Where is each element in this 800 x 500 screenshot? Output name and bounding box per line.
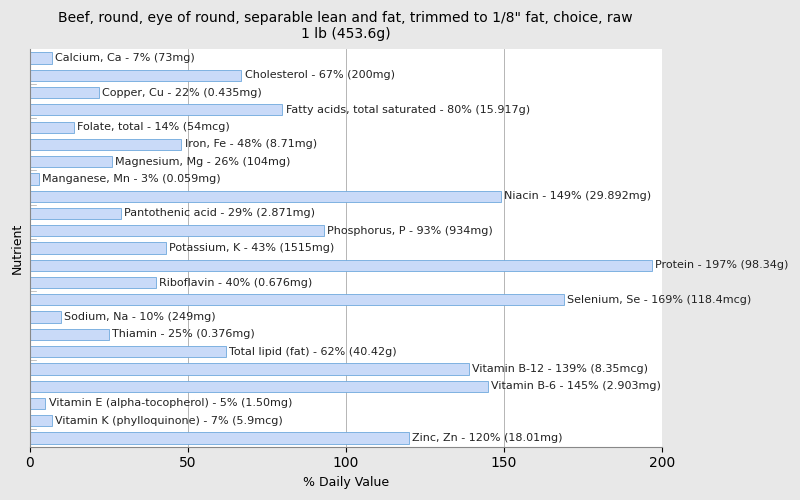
Title: Beef, round, eye of round, separable lean and fat, trimmed to 1/8" fat, choice, : Beef, round, eye of round, separable lea… xyxy=(58,11,633,42)
Text: Pantothenic acid - 29% (2.871mg): Pantothenic acid - 29% (2.871mg) xyxy=(125,208,315,218)
Text: Iron, Fe - 48% (8.71mg): Iron, Fe - 48% (8.71mg) xyxy=(185,140,317,149)
Text: Sodium, Na - 10% (249mg): Sodium, Na - 10% (249mg) xyxy=(65,312,216,322)
Bar xyxy=(30,328,109,340)
Bar xyxy=(30,242,166,254)
Bar xyxy=(30,312,62,322)
Text: Manganese, Mn - 3% (0.059mg): Manganese, Mn - 3% (0.059mg) xyxy=(42,174,221,184)
Text: Magnesium, Mg - 26% (104mg): Magnesium, Mg - 26% (104mg) xyxy=(115,156,290,166)
Text: Total lipid (fat) - 62% (40.42g): Total lipid (fat) - 62% (40.42g) xyxy=(229,346,396,356)
Bar xyxy=(30,87,99,98)
Text: Vitamin B-6 - 145% (2.903mg): Vitamin B-6 - 145% (2.903mg) xyxy=(491,381,661,391)
Text: Folate, total - 14% (54mcg): Folate, total - 14% (54mcg) xyxy=(77,122,230,132)
Text: Niacin - 149% (29.892mg): Niacin - 149% (29.892mg) xyxy=(504,191,651,201)
Text: Vitamin E (alpha-tocopherol) - 5% (1.50mg): Vitamin E (alpha-tocopherol) - 5% (1.50m… xyxy=(49,398,292,408)
Bar xyxy=(30,277,156,288)
Text: Thiamin - 25% (0.376mg): Thiamin - 25% (0.376mg) xyxy=(112,330,254,340)
Bar xyxy=(30,294,564,306)
Y-axis label: Nutrient: Nutrient xyxy=(11,222,24,274)
Bar xyxy=(30,208,122,219)
Bar xyxy=(30,398,46,409)
Bar xyxy=(30,70,242,81)
Bar xyxy=(30,432,409,444)
Text: Vitamin B-12 - 139% (8.35mcg): Vitamin B-12 - 139% (8.35mcg) xyxy=(472,364,648,374)
Text: Calcium, Ca - 7% (73mg): Calcium, Ca - 7% (73mg) xyxy=(55,53,194,63)
Text: Protein - 197% (98.34g): Protein - 197% (98.34g) xyxy=(655,260,789,270)
Bar xyxy=(30,156,112,168)
Text: Vitamin K (phylloquinone) - 7% (5.9mcg): Vitamin K (phylloquinone) - 7% (5.9mcg) xyxy=(55,416,282,426)
Text: Copper, Cu - 22% (0.435mg): Copper, Cu - 22% (0.435mg) xyxy=(102,88,262,98)
Bar xyxy=(30,364,469,374)
Bar xyxy=(30,52,52,64)
Text: Phosphorus, P - 93% (934mg): Phosphorus, P - 93% (934mg) xyxy=(326,226,493,235)
Text: Cholesterol - 67% (200mg): Cholesterol - 67% (200mg) xyxy=(245,70,394,81)
Bar xyxy=(30,260,652,271)
Text: Potassium, K - 43% (1515mg): Potassium, K - 43% (1515mg) xyxy=(169,243,334,253)
Bar xyxy=(30,225,323,236)
Bar xyxy=(30,174,39,184)
Bar xyxy=(30,122,74,132)
Text: Riboflavin - 40% (0.676mg): Riboflavin - 40% (0.676mg) xyxy=(159,278,313,287)
Bar xyxy=(30,415,52,426)
Bar xyxy=(30,139,182,150)
Text: Zinc, Zn - 120% (18.01mg): Zinc, Zn - 120% (18.01mg) xyxy=(412,433,562,443)
Bar xyxy=(30,346,226,357)
X-axis label: % Daily Value: % Daily Value xyxy=(302,476,389,489)
Bar xyxy=(30,190,501,202)
Bar xyxy=(30,380,488,392)
Text: Fatty acids, total saturated - 80% (15.917g): Fatty acids, total saturated - 80% (15.9… xyxy=(286,105,530,115)
Bar xyxy=(30,104,282,116)
Text: Selenium, Se - 169% (118.4mcg): Selenium, Se - 169% (118.4mcg) xyxy=(567,295,751,305)
